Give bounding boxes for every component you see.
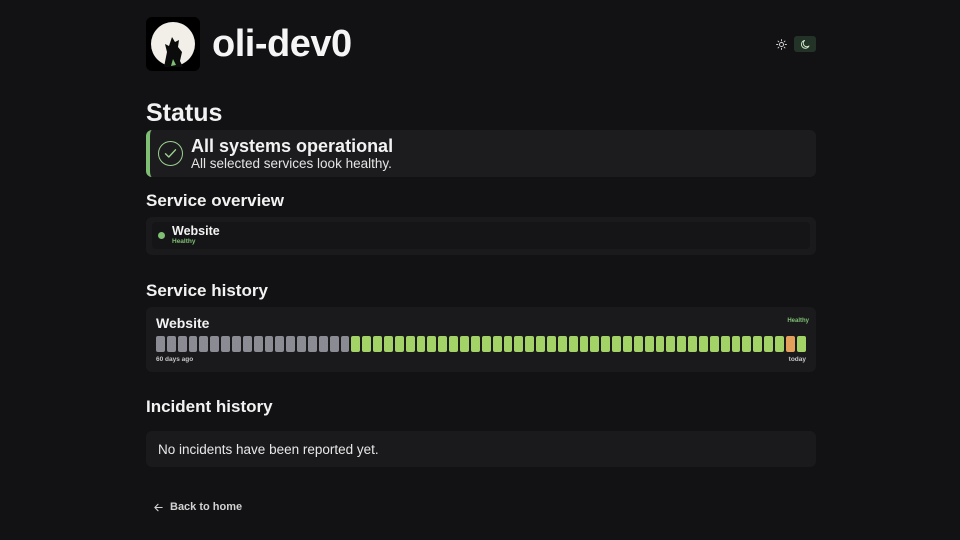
history-service-name: Website (156, 315, 210, 331)
incident-empty-state: No incidents have been reported yet. (146, 431, 816, 467)
history-service-state: Healthy (787, 318, 809, 324)
site-logo[interactable] (146, 17, 200, 71)
service-state: Healthy (172, 238, 196, 245)
uptime-bar[interactable] (373, 336, 383, 352)
uptime-bar[interactable] (318, 336, 328, 352)
service-history-card: Website Healthy 60 days ago today (146, 307, 816, 372)
uptime-bar[interactable] (785, 336, 795, 352)
uptime-bar[interactable] (774, 336, 784, 352)
uptime-bar[interactable] (275, 336, 285, 352)
page-title: Status (146, 99, 223, 127)
uptime-bar[interactable] (579, 336, 589, 352)
uptime-bar[interactable] (514, 336, 524, 352)
uptime-bar[interactable] (612, 336, 621, 352)
back-to-home-link[interactable]: Back to home (153, 501, 242, 513)
uptime-bars (156, 336, 806, 352)
uptime-bar[interactable] (503, 336, 513, 352)
history-range-end: today (788, 356, 806, 363)
uptime-bar[interactable] (796, 336, 806, 352)
sun-icon (775, 38, 787, 50)
uptime-bar[interactable] (253, 336, 263, 352)
uptime-bar[interactable] (264, 336, 274, 352)
uptime-bar[interactable] (427, 336, 437, 352)
uptime-bar[interactable] (688, 336, 697, 352)
status-headline: All systems operational (191, 135, 394, 156)
uptime-bar[interactable] (394, 336, 404, 352)
header: oli-dev0 (146, 17, 816, 71)
uptime-bar[interactable] (677, 336, 687, 352)
uptime-bar[interactable] (720, 336, 730, 352)
uptime-bar[interactable] (438, 336, 448, 352)
back-to-home-label: Back to home (170, 501, 243, 513)
uptime-bar[interactable] (329, 336, 339, 352)
site-title: oli-dev0 (212, 22, 352, 65)
uptime-bar[interactable] (492, 336, 502, 352)
wolf-moon-icon (151, 22, 195, 67)
uptime-bar[interactable] (177, 336, 187, 352)
uptime-bar[interactable] (655, 336, 665, 352)
service-overview-title: Service overview (146, 191, 284, 210)
uptime-bar[interactable] (557, 336, 567, 352)
service-overview-item[interactable]: Website Healthy (152, 222, 810, 249)
uptime-bar[interactable] (590, 336, 600, 352)
incident-history-title: Incident history (146, 397, 273, 416)
uptime-bar[interactable] (709, 336, 719, 352)
service-overview-card: Website Healthy (146, 217, 816, 255)
check-circle-icon (158, 141, 183, 166)
uptime-bar[interactable] (232, 336, 241, 352)
dark-theme-button[interactable] (794, 36, 816, 52)
uptime-bar[interactable] (156, 336, 165, 352)
uptime-bar[interactable] (210, 336, 220, 352)
arrow-left-icon (154, 503, 163, 511)
uptime-bar[interactable] (286, 336, 296, 352)
uptime-bar[interactable] (666, 336, 676, 352)
uptime-bar[interactable] (536, 336, 545, 352)
status-banner: All systems operational All selected ser… (146, 130, 816, 177)
uptime-bar[interactable] (199, 336, 209, 352)
light-theme-button[interactable] (770, 36, 792, 52)
uptime-bar[interactable] (340, 336, 350, 352)
uptime-bar[interactable] (644, 336, 654, 352)
uptime-bar[interactable] (481, 336, 491, 352)
uptime-bar[interactable] (384, 336, 393, 352)
history-range-start: 60 days ago (156, 356, 194, 363)
service-info: Website Healthy (172, 225, 220, 246)
status-text: All systems operational All selected ser… (191, 136, 393, 172)
uptime-bar[interactable] (753, 336, 763, 352)
uptime-bar[interactable] (568, 336, 578, 352)
uptime-bar[interactable] (297, 336, 307, 352)
uptime-bar[interactable] (470, 336, 480, 352)
service-name: Website (172, 224, 220, 238)
uptime-bar[interactable] (622, 336, 632, 352)
uptime-bar[interactable] (460, 336, 469, 352)
status-dot (158, 232, 165, 239)
uptime-bar[interactable] (698, 336, 708, 352)
uptime-bar[interactable] (633, 336, 643, 352)
uptime-bar[interactable] (221, 336, 231, 352)
uptime-bar[interactable] (362, 336, 372, 352)
uptime-bar[interactable] (416, 336, 426, 352)
service-history-title: Service history (146, 281, 268, 300)
uptime-bar[interactable] (188, 336, 198, 352)
uptime-bar[interactable] (166, 336, 176, 352)
uptime-bar[interactable] (731, 336, 741, 352)
uptime-bar[interactable] (525, 336, 535, 352)
theme-toggle-group (770, 36, 816, 52)
uptime-bar[interactable] (242, 336, 252, 352)
uptime-bar[interactable] (742, 336, 752, 352)
uptime-bar[interactable] (601, 336, 611, 352)
uptime-bar[interactable] (405, 336, 415, 352)
uptime-bar[interactable] (449, 336, 459, 352)
uptime-bar[interactable] (308, 336, 317, 352)
uptime-bar[interactable] (764, 336, 773, 352)
page-container: oli-dev0 Status (146, 17, 816, 467)
status-subtext: All selected services look healthy. (191, 155, 392, 171)
uptime-bar[interactable] (351, 336, 361, 352)
moon-icon (800, 39, 809, 49)
uptime-bar[interactable] (546, 336, 556, 352)
